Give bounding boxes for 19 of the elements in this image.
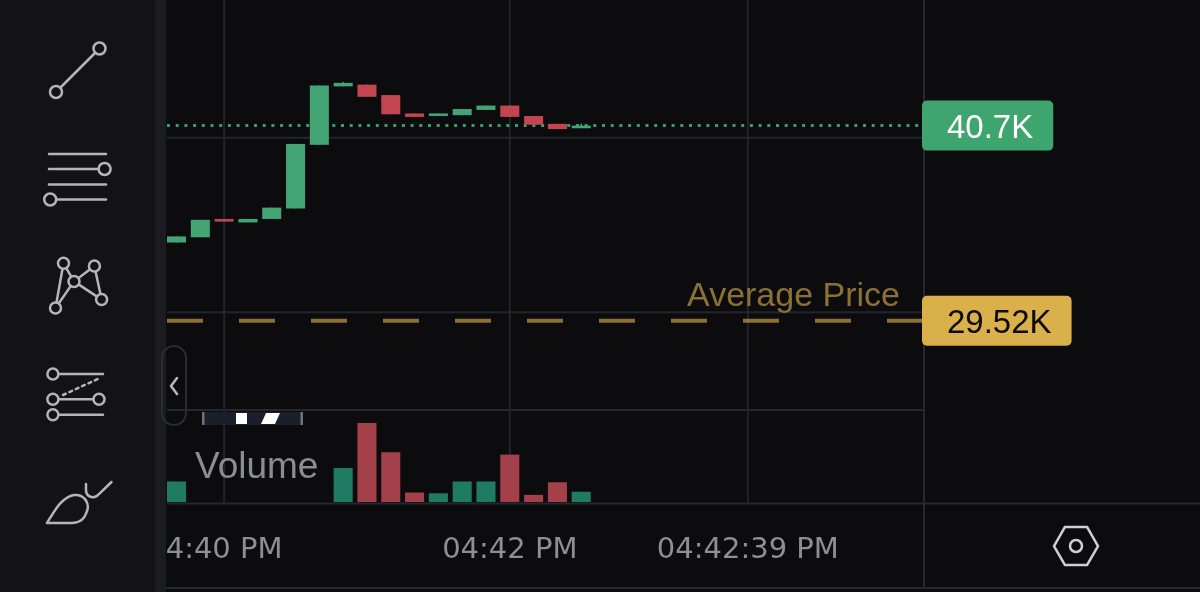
bar (500, 454, 520, 502)
bar (476, 481, 496, 502)
bar (524, 494, 544, 502)
bar (381, 452, 401, 502)
annotation: Average Price (687, 274, 900, 313)
bar (571, 491, 591, 502)
bar (167, 481, 187, 502)
bar (452, 481, 472, 502)
bar (333, 468, 353, 502)
bar (428, 493, 448, 502)
x-tick-label: 04:42:39 PM (656, 531, 839, 565)
x-tick-label: 4:40 PM (165, 531, 283, 565)
ref-line-label: 40.7K (947, 107, 1034, 145)
ref-line-label: 29.52K (947, 302, 1052, 340)
x-tick-label: 04:42 PM (442, 531, 578, 565)
bar (547, 482, 567, 502)
bar (405, 492, 425, 502)
text: Volume (195, 445, 319, 486)
bar (357, 423, 377, 502)
